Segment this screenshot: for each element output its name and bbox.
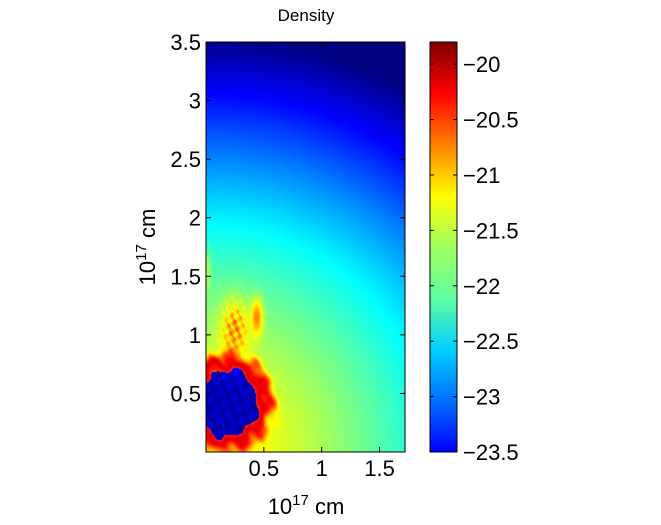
- y-tick-label-4: 2.5: [170, 147, 201, 172]
- x-tick-label-1: 1: [316, 456, 328, 481]
- heatmap: [206, 42, 405, 452]
- y-axis-label-base: 10: [135, 261, 160, 285]
- y-tick-label-0: 0.5: [170, 381, 201, 406]
- colorbar-tick-label-0: −20: [463, 52, 500, 77]
- x-ticks: 0.5 1 1.5: [249, 42, 395, 481]
- heatmap-image-holder: [206, 42, 405, 452]
- x-axis-label-base: 10: [268, 494, 292, 519]
- x-axis-label-exponent: 17: [292, 492, 309, 509]
- y-axis-label: 1017 cm: [133, 209, 160, 286]
- x-axis-label: 1017 cm: [268, 492, 345, 519]
- chart-title: Density: [278, 6, 335, 25]
- y-axis-label-exponent: 17: [133, 244, 150, 261]
- x-axis-label-unit: cm: [309, 494, 344, 519]
- y-tick-label-1: 1: [189, 323, 201, 348]
- colorbar-tick-label-4: −22: [463, 274, 500, 299]
- y-axis-label-unit: cm: [135, 209, 160, 244]
- y-tick-label-3: 2: [189, 206, 201, 231]
- colorbar-tick-label-7: −23.5: [463, 440, 519, 465]
- x-tick-label-2: 1.5: [364, 456, 395, 481]
- colorbar-tick-label-1: −20.5: [463, 108, 519, 133]
- colorbar: [429, 41, 458, 453]
- plot-frame: [205, 41, 406, 453]
- y-tick-label-6: 3.5: [170, 30, 201, 55]
- colorbar-tick-label-5: −22.5: [463, 329, 519, 354]
- colorbar-tick-label-3: −21.5: [463, 218, 519, 243]
- y-tick-label-5: 3: [189, 89, 201, 114]
- y-tick-label-2: 1.5: [170, 264, 201, 289]
- y-ticks: 0.5 1 1.5 2 2.5 3 3.5: [170, 30, 405, 406]
- x-tick-label-0: 0.5: [249, 456, 280, 481]
- colorbar-tick-label-6: −23: [463, 385, 500, 410]
- colorbar-ticks: −20 −20.5 −21 −21.5 −22 −22.5 −23 −23.5: [430, 52, 519, 465]
- colorbar-tick-label-2: −21: [463, 163, 500, 188]
